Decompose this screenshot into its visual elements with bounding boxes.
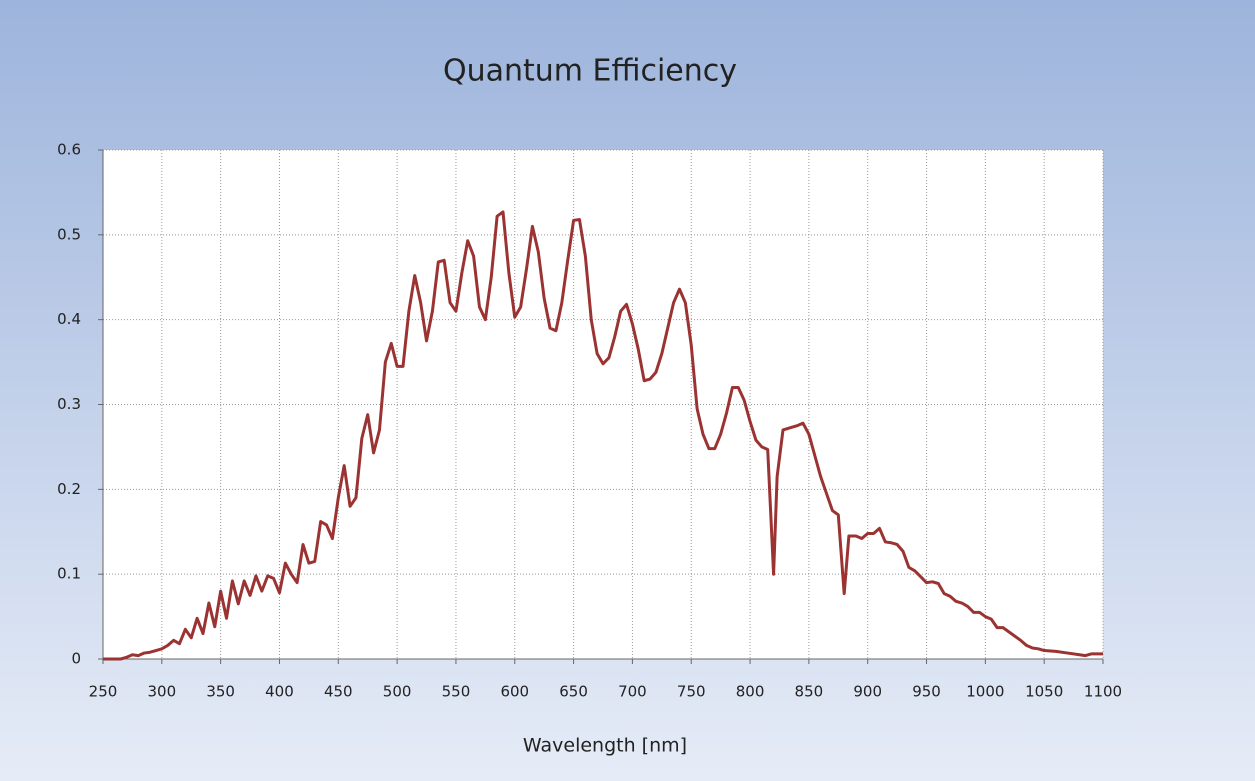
chart-title: Quantum Efficiency	[443, 54, 737, 89]
x-tick-label: 250	[89, 683, 118, 701]
x-tick-label: 1050	[1025, 683, 1063, 701]
x-tick-label: 350	[206, 683, 235, 701]
y-tick-label: 0.3	[57, 395, 81, 413]
y-tick-label: 0.4	[57, 310, 81, 328]
x-tick-label: 800	[736, 683, 765, 701]
x-tick-label: 550	[442, 683, 471, 701]
y-tick-label: 0	[71, 650, 81, 668]
y-tick-label: 0.2	[57, 480, 81, 498]
x-tick-label: 300	[148, 683, 177, 701]
plot-area	[103, 150, 1103, 659]
x-tick-label: 850	[795, 683, 824, 701]
y-tick-label: 0.5	[57, 225, 81, 243]
x-tick-label: 1100	[1084, 683, 1122, 701]
x-tick-label: 450	[324, 683, 353, 701]
x-axis-label: Wavelength [nm]	[523, 735, 687, 757]
x-tick-label: 950	[912, 683, 941, 701]
x-tick-label: 750	[677, 683, 706, 701]
x-tick-label: 1000	[966, 683, 1004, 701]
y-tick-label: 0.1	[57, 565, 81, 583]
x-tick-label: 700	[618, 683, 647, 701]
x-tick-label: 900	[853, 683, 882, 701]
x-tick-label: 400	[265, 683, 294, 701]
x-tick-label: 600	[500, 683, 529, 701]
x-tick-label: 650	[559, 683, 588, 701]
y-tick-label: 0.6	[57, 141, 81, 159]
data-line	[103, 210, 1103, 661]
x-tick-label: 500	[383, 683, 412, 701]
